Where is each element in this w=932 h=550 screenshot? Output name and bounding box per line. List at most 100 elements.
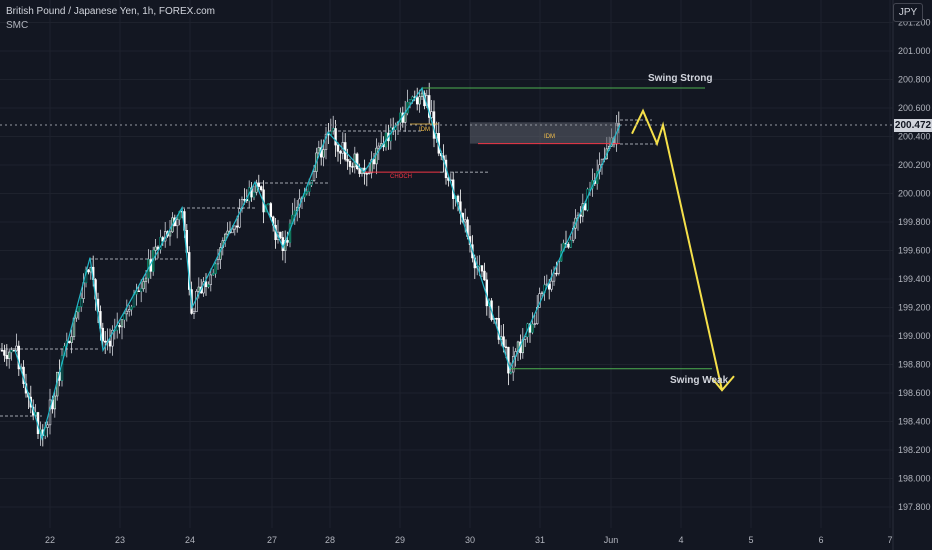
price-tick-label: 199.800 (898, 217, 931, 227)
candle-body (509, 371, 512, 374)
idm-left-label: IDM (419, 127, 430, 133)
candle-body (87, 269, 90, 273)
candle-body (3, 350, 6, 356)
candle-body (154, 246, 157, 251)
time-tick-label: 29 (395, 535, 405, 545)
candle-body (305, 191, 308, 194)
price-tick-label: 198.600 (898, 388, 931, 398)
candle-body (495, 318, 498, 320)
price-tick-label: 199.600 (898, 246, 931, 256)
time-tick-label: 28 (325, 535, 335, 545)
time-tick-label: 22 (45, 535, 55, 545)
price-tick-label: 201.000 (898, 46, 931, 56)
candle-body (312, 171, 316, 182)
candle-body (307, 184, 311, 192)
time-tick-label: 4 (678, 535, 683, 545)
time-tick-label: 6 (818, 535, 823, 545)
candle-body (504, 346, 508, 348)
candle-body (348, 160, 352, 167)
candle-body (533, 323, 537, 325)
currency-badge[interactable]: JPY (893, 3, 923, 22)
candle-body (209, 274, 212, 285)
candle-body (17, 345, 20, 370)
projection-arrowhead (711, 375, 735, 392)
candle-body (120, 319, 124, 328)
candle-body (351, 166, 354, 168)
candle-body (125, 310, 129, 315)
price-tick-label: 199.200 (898, 303, 931, 313)
price-tick-label: 198.000 (898, 474, 931, 484)
candle-body (77, 306, 81, 313)
candle-body (195, 290, 198, 313)
candle-body (293, 210, 296, 216)
candle-body (339, 151, 342, 154)
choch-label: CHOCH (390, 174, 412, 180)
candle-body (552, 272, 556, 282)
candle-body (370, 159, 373, 174)
candle-body (8, 351, 11, 359)
symbol-title[interactable]: British Pound / Japanese Yen, 1h, FOREX.… (6, 6, 216, 17)
time-axis: 22 23 24 27 28 29 30 31 Jun 4 5 6 7 (45, 535, 893, 545)
candle-body (252, 191, 256, 198)
candle-body (207, 284, 210, 288)
candle-body (403, 112, 407, 123)
candle-body (216, 259, 220, 265)
candle-body (204, 281, 208, 288)
candle-body (161, 237, 164, 242)
price-tick-label: 200.000 (898, 189, 931, 199)
candle-body (231, 228, 234, 234)
smc-levels (0, 87, 712, 417)
candle-body (159, 237, 162, 250)
candle-body (355, 153, 359, 170)
candle-body (176, 219, 179, 227)
candle-body (430, 111, 433, 118)
candle-body (140, 288, 143, 292)
candle-body (233, 225, 236, 230)
candle-body (432, 111, 436, 139)
indicator-label[interactable]: SMC (6, 20, 29, 31)
candle-body (483, 270, 486, 281)
candle-body (317, 147, 320, 154)
candle-body (111, 329, 114, 347)
price-tick-label: 199.400 (898, 274, 931, 284)
swing-weak-label: Swing Weak (670, 375, 729, 386)
candle-body (214, 263, 217, 274)
candle-body (547, 283, 551, 290)
idm-zone (470, 122, 620, 144)
candle-body (142, 281, 145, 290)
candle-body (269, 203, 272, 218)
time-tick-label: 27 (267, 535, 277, 545)
candle-body (144, 277, 148, 282)
candle-body (334, 128, 337, 146)
candle-body (377, 145, 380, 149)
zigzag-line (14, 86, 621, 441)
candle-body (279, 231, 282, 238)
candle-body (420, 92, 424, 98)
price-axis: 197.800 198.000 198.200 198.400 198.600 198.8… (898, 18, 931, 513)
time-tick-label: 24 (185, 535, 195, 545)
candle-body (46, 424, 49, 428)
candle-body (137, 290, 140, 292)
price-tick-label: 201.200 (898, 18, 931, 28)
projection-arrow (631, 108, 735, 392)
candle-body (478, 265, 481, 267)
candle-body (156, 246, 160, 250)
candle-body (480, 265, 484, 272)
time-tick-label: Jun (604, 535, 619, 545)
candle-body (108, 340, 112, 347)
candle-body (101, 327, 105, 342)
candle-body (10, 349, 13, 353)
price-tick-label: 200.400 (898, 132, 931, 142)
candle-body (365, 173, 368, 175)
time-tick-label: 30 (465, 535, 475, 545)
candle-body (555, 272, 558, 275)
candle-body (346, 159, 349, 162)
zigzag-polyline (14, 86, 621, 441)
candle-body (75, 311, 78, 319)
swing-strong-label: Swing Strong (648, 73, 712, 84)
candle-body (118, 324, 121, 328)
candle-body (70, 336, 73, 343)
candle-body (322, 149, 325, 158)
candle-body (259, 186, 263, 191)
